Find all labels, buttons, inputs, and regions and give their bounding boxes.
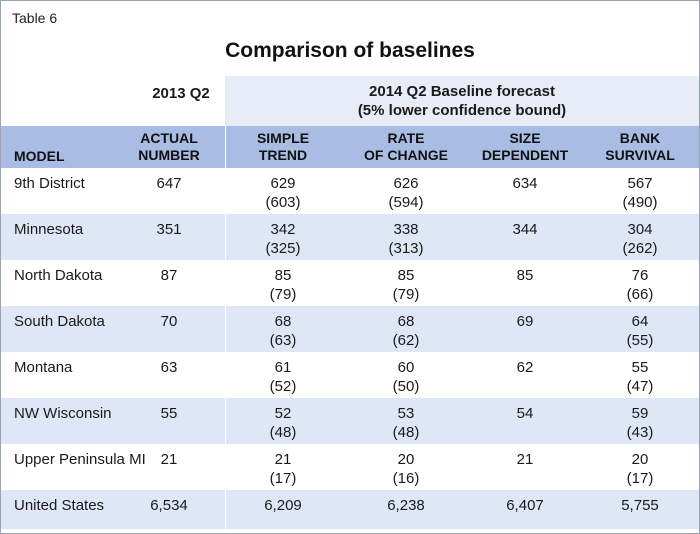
cell-rate-of-change: 68 (62) xyxy=(392,313,420,349)
cell-simple-trend: 629 (603) xyxy=(265,175,301,211)
forecast-subtitle: (5% lower confidence bound) xyxy=(357,102,567,119)
table-row: South Dakota 70 68 (63) 68 (62) 69 64 (55) xyxy=(1,306,699,352)
col-actual-number: ACTUAL NUMBER xyxy=(138,130,200,163)
cell-rate-of-change: 53 (48) xyxy=(392,405,420,441)
row-name: North Dakota xyxy=(14,267,103,284)
cell-simple-trend: 85 (79) xyxy=(269,267,297,303)
column-header-row: MODEL ACTUAL NUMBER SIMPLE TREND RATE OF… xyxy=(1,126,699,168)
cell-bank-survival: 20 (17) xyxy=(626,451,654,487)
cell-size-dependent: 69 xyxy=(516,313,534,330)
cell-bank-survival: 55 (47) xyxy=(626,359,654,395)
row-name: Upper Peninsula MI xyxy=(14,451,146,468)
col-rate-of-change: RATE OF CHANGE xyxy=(364,130,448,163)
table-row: Minnesota 351 342 (325) 338 (313) 344 304(… xyxy=(1,214,699,260)
cell-actual: 351 xyxy=(156,221,182,238)
cell-rate-of-change: 85 (79) xyxy=(392,267,420,303)
row-name: United States xyxy=(14,497,105,514)
col-bank-survival: BANK SURVIVAL xyxy=(605,130,675,163)
table-row: NW Wisconsin 55 52 (48) 53 (48) 54 59 (43) xyxy=(1,398,699,444)
cell-size-dependent: 21 xyxy=(516,451,534,468)
table-row: North Dakota 87 85 (79) 85 (79) 85 76 (66) xyxy=(1,260,699,306)
cell-rate-of-change: 6,238 xyxy=(387,497,425,514)
col-simple-trend: SIMPLE TREND xyxy=(256,130,310,163)
col-size-dependent: SIZE DEPENDENT xyxy=(481,130,569,163)
header-2014-forecast: 2014 Q2 Baseline forecast (5% lower conf… xyxy=(225,82,699,120)
cell-actual: 55 xyxy=(160,405,178,422)
cell-simple-trend: 68 (63) xyxy=(269,313,297,349)
table-title: Comparison of baselines xyxy=(225,39,475,62)
cell-bank-survival: 64 (55) xyxy=(626,313,654,349)
cell-rate-of-change: 338 (313) xyxy=(388,221,424,257)
table-label: Table 6 xyxy=(12,10,58,26)
cell-bank-survival: 59 (43) xyxy=(626,405,654,441)
row-name: Minnesota xyxy=(14,221,84,238)
table-row: United States 6,534 6,209 6,238 6,407 5,… xyxy=(1,490,699,529)
cell-actual: 63 xyxy=(160,359,178,376)
cell-actual: 647 xyxy=(156,175,182,192)
cell-size-dependent: 6,407 xyxy=(506,497,544,514)
cell-bank-survival: 5,755 xyxy=(621,497,659,514)
cell-simple-trend: 52 (48) xyxy=(269,405,297,441)
row-name: 9th District xyxy=(14,175,85,192)
cell-size-dependent: 634 xyxy=(512,175,538,192)
table-row: Upper Peninsula MI 21 21 (17) 20 (16) 21 2… xyxy=(1,444,699,490)
cell-rate-of-change: 60 (50) xyxy=(392,359,420,395)
forecast-header-band xyxy=(225,76,699,126)
cell-simple-trend: 61 (52) xyxy=(269,359,297,395)
header-2013-q2: 2013 Q2 xyxy=(152,85,210,102)
forecast-title: 2014 Q2 Baseline forecast xyxy=(369,83,555,100)
cell-bank-survival: 304 (262) xyxy=(622,221,658,257)
row-name: South Dakota xyxy=(14,313,105,330)
column-divider xyxy=(225,126,226,533)
cell-bank-survival: 76 (66) xyxy=(626,267,654,303)
cell-size-dependent: 62 xyxy=(516,359,534,376)
cell-rate-of-change: 20 (16) xyxy=(392,451,420,487)
table-row: Montana 63 61 (52) 60 (50) 62 55 (47) xyxy=(1,352,699,398)
cell-simple-trend: 21 (17) xyxy=(269,451,297,487)
cell-actual: 70 xyxy=(160,313,178,330)
table-body: 9th District 647 629 (603) 626 (594) 634 5… xyxy=(1,168,699,529)
cell-size-dependent: 85 xyxy=(516,267,534,284)
cell-rate-of-change: 626 (594) xyxy=(388,175,424,211)
cell-actual: 21 xyxy=(160,451,178,468)
cell-size-dependent: 344 xyxy=(512,221,538,238)
cell-actual: 6,534 xyxy=(150,497,188,514)
row-name: Montana xyxy=(14,359,73,376)
col-model: MODEL xyxy=(14,148,65,164)
cell-bank-survival: 567 (490) xyxy=(622,175,658,211)
cell-simple-trend: 342 (325) xyxy=(265,221,301,257)
cell-size-dependent: 54 xyxy=(516,405,534,422)
cell-simple-trend: 6,209 xyxy=(264,497,302,514)
table-row: 9th District 647 629 (603) 626 (594) 634 5… xyxy=(1,168,699,214)
cell-actual: 87 xyxy=(160,267,178,284)
row-name: NW Wisconsin xyxy=(14,405,112,422)
